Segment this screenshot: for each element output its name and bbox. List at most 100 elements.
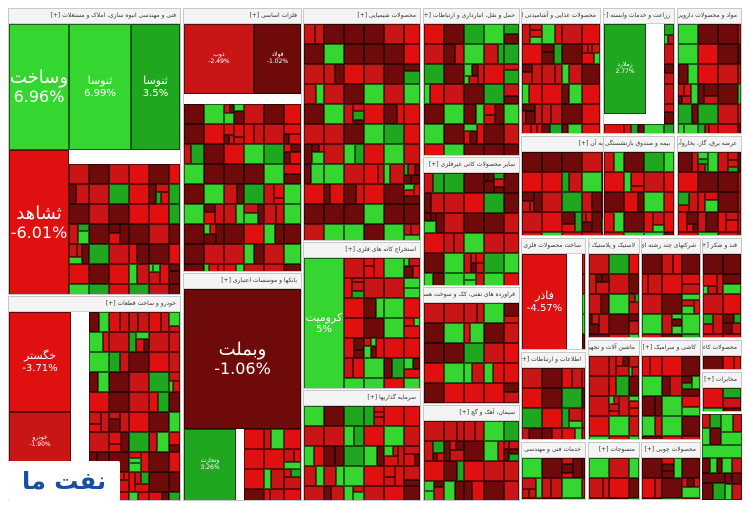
stock-tile[interactable] <box>404 406 420 426</box>
stock-tile[interactable] <box>149 372 169 392</box>
stock-tile[interactable] <box>644 152 664 172</box>
stock-tile[interactable] <box>698 84 704 104</box>
stock-tile[interactable] <box>504 273 519 285</box>
stock-tile[interactable] <box>662 396 682 416</box>
sector-header[interactable]: زراعت و خدمات وابسته [+] <box>604 9 674 24</box>
stock-tile[interactable] <box>522 232 542 235</box>
stock-tile[interactable] <box>678 104 692 124</box>
stock-tile[interactable] <box>258 204 264 224</box>
stock-tile[interactable] <box>424 64 444 84</box>
stock-tile[interactable] <box>464 441 484 461</box>
stock-tile[interactable] <box>738 64 741 84</box>
stock-tile[interactable] <box>609 478 629 498</box>
stock-tile[interactable] <box>710 458 717 473</box>
stock-tile[interactable] <box>710 428 721 445</box>
stock-tile[interactable] <box>734 314 741 323</box>
stock-tile[interactable] <box>562 64 569 84</box>
stock-tile[interactable] <box>664 152 674 172</box>
stock-tile[interactable] <box>542 428 552 439</box>
sector-header[interactable]: بیمه و صندوق بازنشستگی به جز [+] <box>604 137 674 152</box>
stock-tile[interactable] <box>732 484 742 500</box>
stock-tile[interactable] <box>484 104 495 115</box>
stock-tile[interactable] <box>284 224 301 244</box>
stock-tile[interactable] <box>644 172 664 192</box>
stock-tile[interactable] <box>364 466 384 486</box>
stock-tile[interactable] <box>702 458 710 473</box>
stock-tile[interactable] <box>504 461 519 481</box>
stock-tile[interactable] <box>444 193 464 213</box>
stock-tile[interactable] <box>504 34 519 44</box>
stock-tile[interactable] <box>552 428 562 439</box>
stock-tile[interactable] <box>138 312 149 332</box>
stock-tile[interactable] <box>450 441 456 450</box>
stock-tile[interactable] <box>562 212 575 224</box>
stock-tile[interactable] <box>304 486 324 500</box>
stock-tile[interactable] <box>331 486 344 500</box>
stock-tile[interactable] <box>629 498 639 499</box>
stock-tile[interactable] <box>169 264 180 271</box>
stock-tile[interactable] <box>149 224 169 244</box>
stock-tile[interactable] <box>344 318 364 338</box>
stock-tile[interactable] <box>234 137 244 144</box>
stock-tile[interactable] <box>717 458 722 473</box>
stock-tile[interactable] <box>537 124 542 133</box>
stock-tile[interactable] <box>89 432 109 452</box>
stock-tile[interactable] <box>149 312 161 332</box>
stock-tile[interactable] <box>698 124 705 133</box>
sector-header[interactable]: محصولات غذایی و آشامیدنی [+] <box>522 9 600 24</box>
stock-tile[interactable] <box>723 398 741 408</box>
stock-tile[interactable] <box>664 64 674 73</box>
stock-tile[interactable] <box>582 458 585 478</box>
stock-tile[interactable] <box>484 84 504 104</box>
stock-tile[interactable] <box>424 383 444 403</box>
stock-tile[interactable] <box>718 152 728 172</box>
stock-tile[interactable] <box>703 274 717 286</box>
stock-tile[interactable] <box>504 44 519 64</box>
stock-tile[interactable] <box>464 131 470 144</box>
stock-tile[interactable] <box>678 172 698 192</box>
stock-tile[interactable] <box>304 446 314 466</box>
stock-tile[interactable] <box>344 446 364 466</box>
stock-tile[interactable] <box>464 461 484 481</box>
stock-tile[interactable] <box>569 64 582 84</box>
stock-tile[interactable] <box>169 164 180 184</box>
stock-tile[interactable] <box>542 104 551 124</box>
stock-tile[interactable] <box>635 294 639 302</box>
stock-tile[interactable] <box>589 314 592 324</box>
stock-tile[interactable] <box>484 233 504 253</box>
stock-tile[interactable] <box>424 323 444 343</box>
stock-tile[interactable] <box>353 104 364 111</box>
stock-tile[interactable] <box>404 44 420 64</box>
stock-tile[interactable]: وبملت -1.06% <box>184 289 301 429</box>
stock-tile[interactable] <box>284 184 301 204</box>
stock-tile[interactable] <box>364 104 384 124</box>
stock-tile[interactable] <box>149 352 169 372</box>
stock-tile[interactable] <box>732 473 742 484</box>
stock-tile[interactable] <box>69 264 89 284</box>
stock-tile[interactable] <box>109 392 129 412</box>
stock-tile[interactable] <box>530 24 542 30</box>
stock-tile[interactable] <box>689 192 698 212</box>
stock-tile[interactable] <box>589 376 609 396</box>
stock-tile[interactable] <box>384 44 404 64</box>
stock-tile[interactable] <box>698 104 718 124</box>
stock-tile[interactable]: ثنوسا 3.5% <box>131 24 180 150</box>
stock-tile[interactable] <box>529 428 542 439</box>
stock-tile[interactable] <box>644 124 664 133</box>
stock-tile[interactable] <box>596 274 602 282</box>
stock-tile[interactable] <box>374 406 384 412</box>
stock-tile[interactable] <box>224 204 236 224</box>
stock-tile[interactable] <box>471 253 476 263</box>
stock-tile[interactable] <box>542 458 562 478</box>
stock-tile[interactable] <box>411 224 420 235</box>
stock-tile[interactable] <box>424 233 444 253</box>
stock-tile[interactable] <box>335 64 344 84</box>
stock-tile[interactable] <box>137 264 149 284</box>
stock-tile[interactable] <box>404 338 420 358</box>
stock-tile[interactable] <box>664 73 674 84</box>
stock-tile[interactable] <box>109 164 129 184</box>
stock-tile[interactable] <box>535 104 542 124</box>
stock-tile[interactable] <box>575 428 582 439</box>
stock-tile[interactable] <box>698 64 718 84</box>
stock-tile[interactable] <box>404 175 411 184</box>
